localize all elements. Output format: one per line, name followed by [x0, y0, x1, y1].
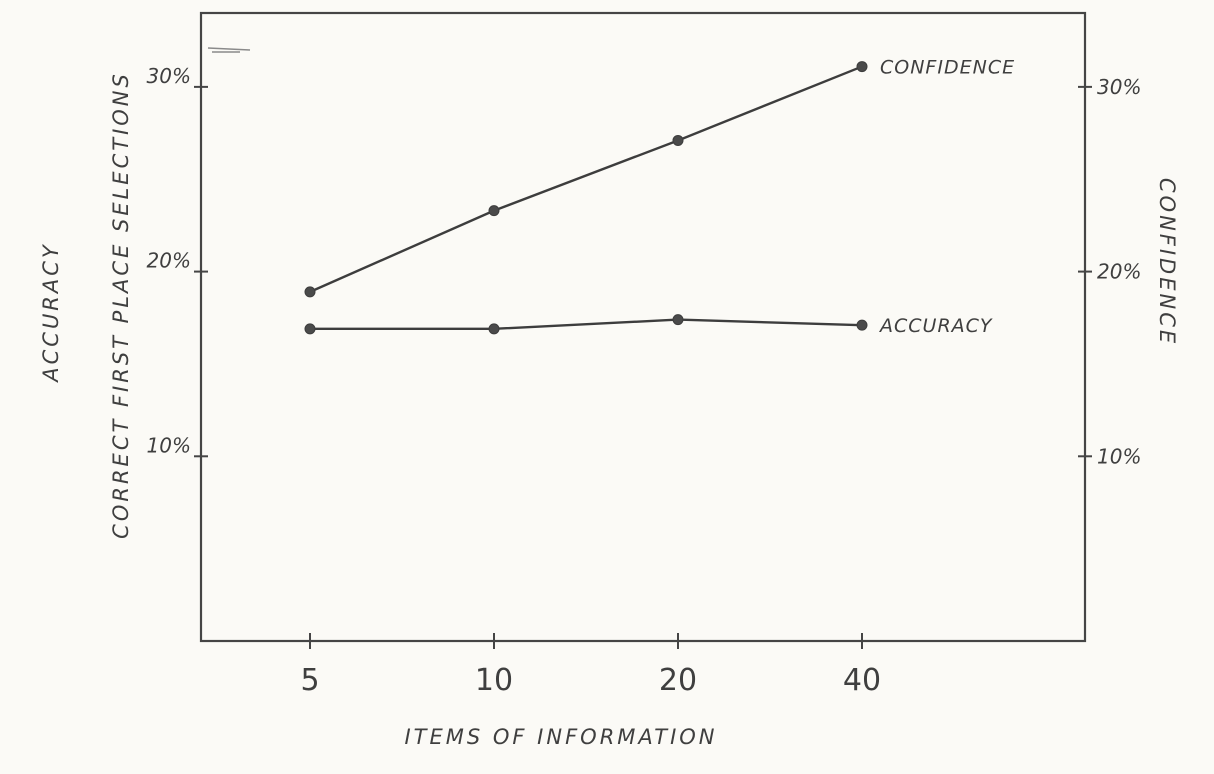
- x-tick-label: 20: [659, 663, 697, 698]
- accuracy-point: [856, 319, 868, 331]
- confidence-point: [856, 61, 868, 73]
- accuracy-point: [304, 323, 316, 335]
- x-tick-label: 5: [300, 663, 319, 698]
- accuracy-point: [672, 314, 684, 326]
- y-left-tick-label: 30%: [147, 64, 191, 88]
- y-right-tick-label: 30%: [1097, 75, 1141, 99]
- y-axis-title-accuracy: ACCURACY: [39, 242, 63, 384]
- accuracy-line: [310, 318, 863, 331]
- stray-mark: [207, 47, 251, 51]
- accuracy-point: [488, 323, 500, 335]
- y-right-tick-label: 10%: [1097, 444, 1141, 468]
- lines-layer: [309, 65, 863, 331]
- confidence-point: [672, 134, 684, 146]
- y-right-tick-label: 20%: [1097, 260, 1141, 284]
- y-axis-title-confidence: CONFIDENCE: [1155, 178, 1179, 346]
- y-axis-title-correct-first-place-selections: CORRECT FIRST PLACE SELECTIONS: [109, 71, 133, 539]
- confidence-point: [304, 286, 316, 298]
- markers-layer: [304, 61, 868, 335]
- confidence-line: [309, 65, 863, 294]
- labels-layer: 5 10 20 40 10% 20% 30% 10% 20% 30% CONFIDENCE ACCUR…: [147, 57, 1142, 698]
- ticks-layer: [194, 85, 1092, 649]
- x-tick-label: 10: [475, 663, 513, 698]
- y-left-tick-label: 20%: [147, 249, 191, 273]
- y-left-tick-label: 10%: [147, 433, 191, 457]
- plot-frame: [199, 11, 1087, 643]
- x-tick-label: 40: [843, 663, 881, 698]
- confidence-series-label: CONFIDENCE: [880, 57, 1015, 79]
- confidence-point: [488, 205, 500, 217]
- accuracy-series-label: ACCURACY: [878, 315, 993, 337]
- x-axis-title: ITEMS OF INFORMATION: [404, 725, 717, 749]
